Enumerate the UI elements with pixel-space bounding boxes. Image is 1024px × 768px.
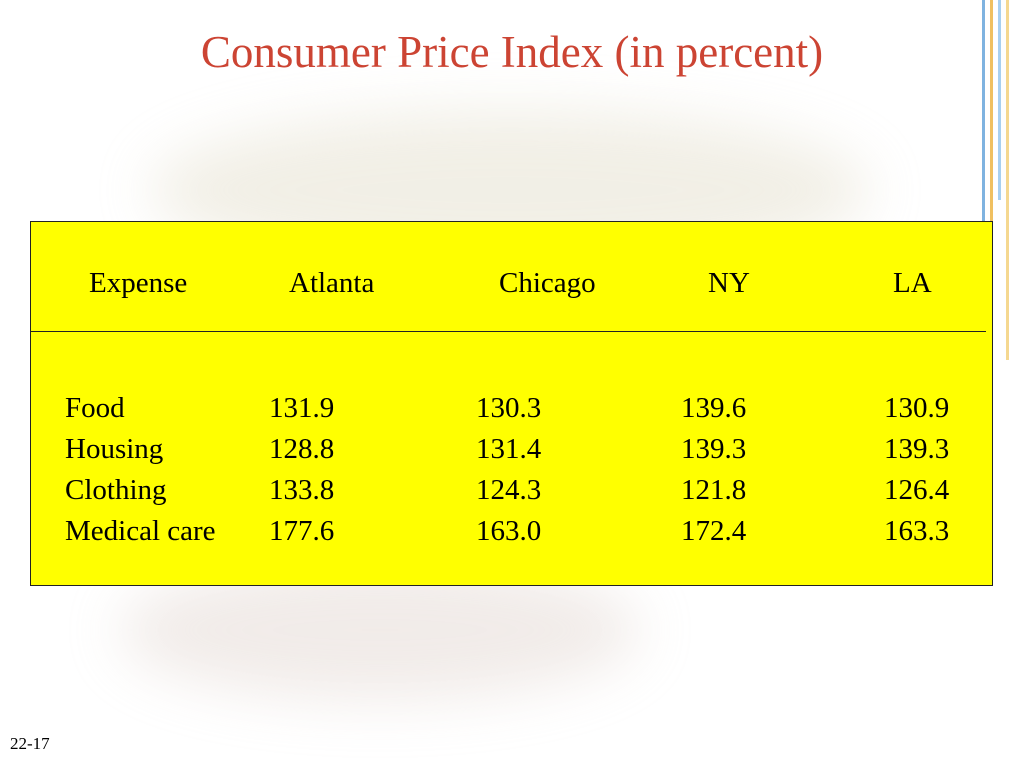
table-cell: Clothing xyxy=(65,474,167,506)
header-chicago: Chicago xyxy=(499,267,596,299)
table-cell: 163.0 xyxy=(476,515,542,547)
table-cell: 163.3 xyxy=(884,515,950,547)
header-la: LA xyxy=(893,267,932,299)
header-expense: Expense xyxy=(89,267,188,299)
page-title: Consumer Price Index (in percent) xyxy=(200,27,824,77)
table-cell: 126.4 xyxy=(884,474,950,506)
slide-number: 22-17 xyxy=(10,734,50,753)
table-cell: 130.3 xyxy=(476,392,542,424)
table-cell: 139.3 xyxy=(681,433,747,465)
table-cell: Food xyxy=(65,392,125,424)
table-cell: Housing xyxy=(65,433,164,465)
table-cell: 121.8 xyxy=(681,474,747,506)
column-expense: Food Housing Clothing Medical care xyxy=(65,388,216,552)
header-ny: NY xyxy=(708,267,750,299)
table-cell: 172.4 xyxy=(681,515,747,547)
cpi-table: Expense Atlanta Chicago NY LA Food Housi… xyxy=(30,221,993,586)
header-divider xyxy=(31,331,986,332)
decorative-lines xyxy=(976,0,1024,768)
column-atlanta: 131.9 128.8 133.8 177.6 xyxy=(269,388,334,552)
table-cell: 177.6 xyxy=(269,515,335,547)
table-cell: 131.9 xyxy=(269,392,335,424)
table-cell: 139.6 xyxy=(681,392,747,424)
header-atlanta: Atlanta xyxy=(289,267,375,299)
table-cell: 124.3 xyxy=(476,474,542,506)
column-la: 130.9 139.3 126.4 163.3 xyxy=(884,388,949,552)
column-ny: 139.6 139.3 121.8 172.4 xyxy=(681,388,746,552)
column-chicago: 130.3 131.4 124.3 163.0 xyxy=(476,388,541,552)
table-cell: 133.8 xyxy=(269,474,335,506)
table-cell: Medical care xyxy=(65,515,216,547)
table-cell: 128.8 xyxy=(269,433,335,465)
table-cell: 130.9 xyxy=(884,392,950,424)
table-cell: 139.3 xyxy=(884,433,950,465)
table-cell: 131.4 xyxy=(476,433,542,465)
